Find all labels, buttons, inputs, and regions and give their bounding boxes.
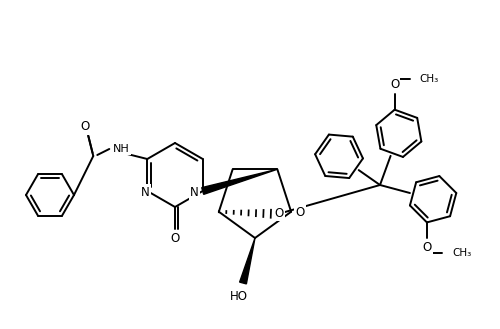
Text: O: O [170, 232, 179, 244]
Polygon shape [240, 238, 255, 284]
Text: O: O [422, 241, 432, 254]
Text: N: N [141, 186, 150, 198]
Text: CH₃: CH₃ [452, 248, 471, 258]
Text: HO: HO [230, 290, 248, 302]
Text: O: O [80, 120, 90, 134]
Text: N: N [190, 186, 199, 198]
Text: CH₃: CH₃ [420, 74, 439, 84]
Polygon shape [202, 169, 278, 194]
Text: O: O [274, 207, 283, 220]
Text: O: O [390, 78, 400, 91]
Text: O: O [296, 206, 305, 219]
Text: NH: NH [113, 144, 130, 154]
